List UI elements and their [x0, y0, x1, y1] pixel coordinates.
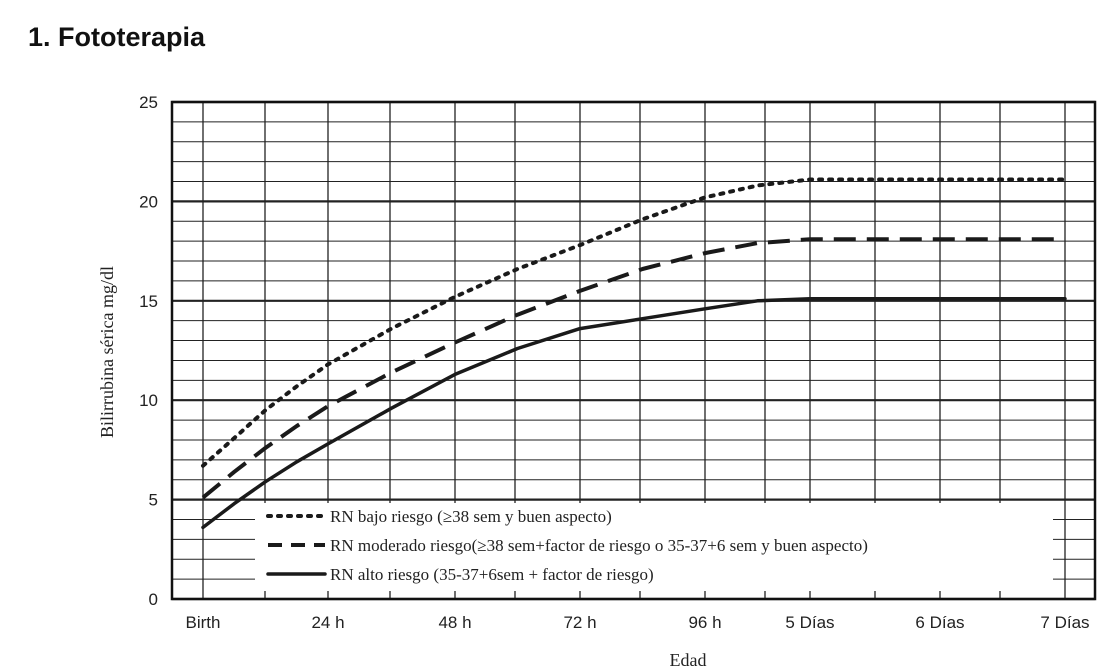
- plot-frame: [170, 100, 1097, 601]
- x-tick-label: Birth: [186, 613, 221, 632]
- y-tick-labels: 0 5 10 15 20 25: [139, 93, 158, 609]
- legend: RN bajo riesgo (≥38 sem y buen aspecto) R…: [266, 507, 868, 584]
- x-tick-label: 6 Días: [915, 613, 964, 632]
- y-tick-label: 25: [139, 93, 158, 112]
- x-tick-label: 24 h: [311, 613, 344, 632]
- x-tick-label: 72 h: [563, 613, 596, 632]
- x-axis-title: Edad: [670, 650, 707, 670]
- x-tick-label: 48 h: [438, 613, 471, 632]
- legend-label-0: RN bajo riesgo (≥38 sem y buen aspecto): [330, 507, 612, 526]
- legend-label-1: RN moderado riesgo(≥38 sem+factor de rie…: [330, 536, 868, 555]
- y-tick-label: 10: [139, 391, 158, 410]
- y-tick-label: 15: [139, 292, 158, 311]
- y-tick-label: 0: [149, 590, 158, 609]
- y-tick-label: 20: [139, 192, 158, 211]
- legend-box: [255, 503, 1053, 591]
- series-line-2: [201, 297, 1067, 530]
- y-tick-label: 5: [149, 491, 158, 510]
- y-axis-title: Bilirrubina sérica mg/dl: [97, 266, 117, 438]
- series-line-0: [201, 177, 1067, 468]
- legend-label-2: RN alto riesgo (35-37+6sem + factor de r…: [330, 565, 654, 584]
- x-tick-label: 7 Días: [1040, 613, 1089, 632]
- x-tick-label: 5 Días: [785, 613, 834, 632]
- x-tick-label: 96 h: [688, 613, 721, 632]
- page-title: 1. Fototerapia: [28, 22, 206, 52]
- x-tick-labels: Birth 24 h 48 h 72 h 96 h 5 Días 6 Días 7 Días: [186, 613, 1090, 632]
- series-line-1: [201, 237, 1065, 500]
- series-lines: [201, 177, 1067, 530]
